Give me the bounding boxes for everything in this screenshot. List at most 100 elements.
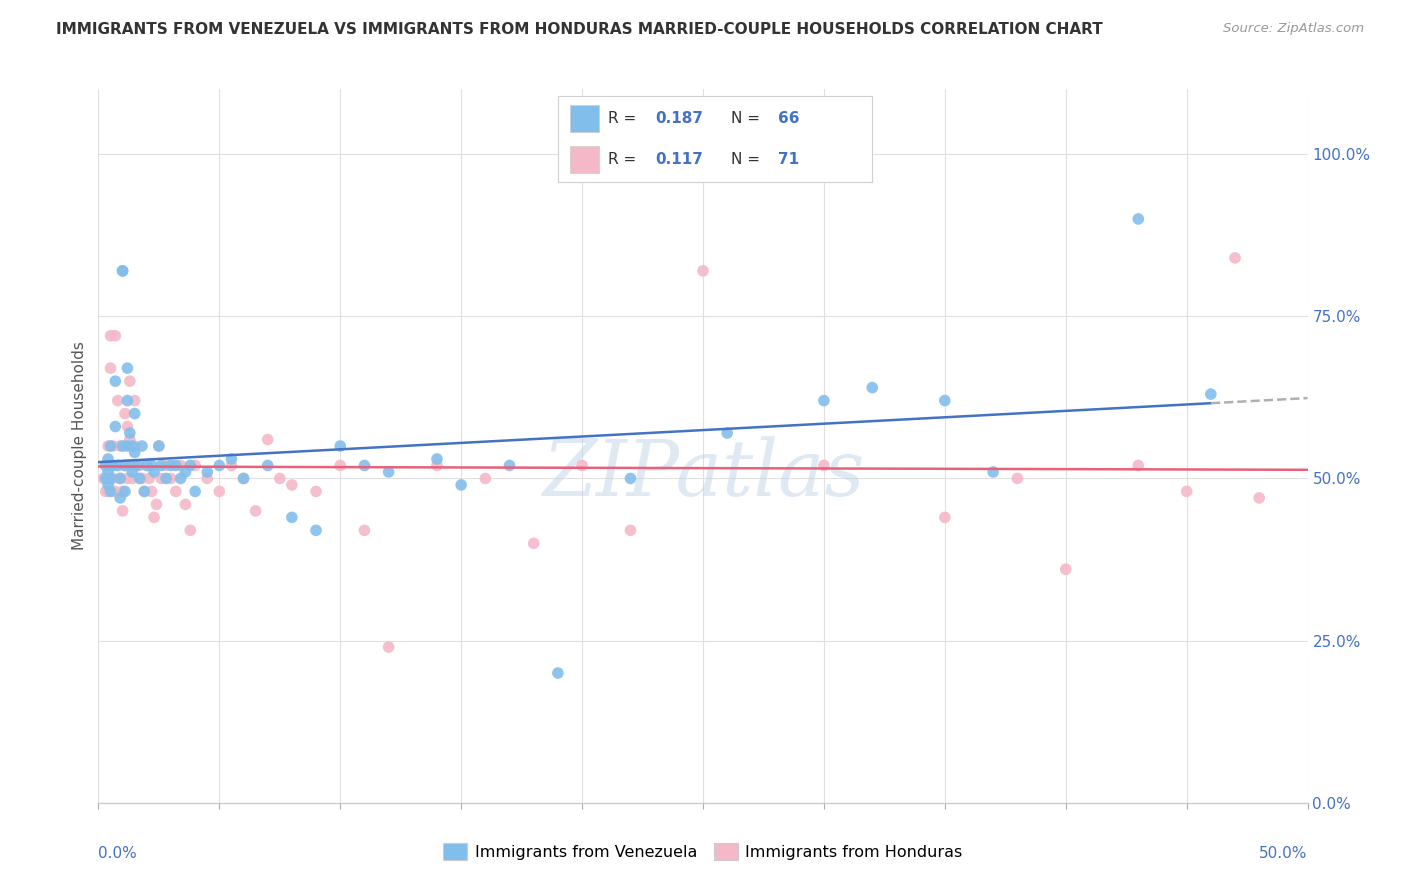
Point — [195, 465, 218, 479]
Point — [111, 484, 134, 499]
Point — [100, 328, 122, 343]
Point — [160, 471, 183, 485]
Point — [117, 439, 139, 453]
Point — [128, 458, 150, 473]
Point — [141, 484, 163, 499]
Point — [94, 484, 117, 499]
Point — [450, 478, 472, 492]
Text: Source: ZipAtlas.com: Source: ZipAtlas.com — [1223, 22, 1364, 36]
Point — [353, 524, 375, 538]
Point — [94, 458, 117, 473]
Point — [426, 458, 449, 473]
Point — [135, 458, 157, 473]
Point — [221, 458, 243, 473]
Point — [221, 452, 243, 467]
Point — [179, 524, 201, 538]
Point — [114, 407, 136, 421]
Point — [104, 419, 127, 434]
Point — [523, 536, 546, 550]
Point — [117, 361, 139, 376]
Point — [1223, 251, 1246, 265]
Point — [100, 484, 122, 499]
Point — [981, 465, 1004, 479]
Point — [104, 484, 127, 499]
Point — [100, 471, 122, 485]
Point — [813, 458, 835, 473]
Point — [131, 439, 153, 453]
Point — [148, 439, 170, 453]
Point — [131, 471, 153, 485]
Point — [150, 471, 173, 485]
Point — [150, 458, 173, 473]
Point — [124, 439, 146, 453]
Point — [813, 393, 835, 408]
Point — [104, 374, 127, 388]
Point — [329, 458, 352, 473]
Point — [934, 393, 956, 408]
Point — [107, 458, 129, 473]
Point — [107, 393, 129, 408]
Point — [619, 524, 641, 538]
Point — [934, 510, 956, 524]
Y-axis label: Married-couple Households: Married-couple Households — [72, 342, 87, 550]
Point — [134, 484, 156, 499]
Point — [107, 458, 129, 473]
Point — [619, 471, 641, 485]
Point — [305, 484, 328, 499]
Text: 0.0%: 0.0% — [98, 846, 138, 861]
Point — [141, 458, 163, 473]
Point — [143, 465, 166, 479]
Point — [118, 374, 141, 388]
Point — [100, 361, 122, 376]
Point — [121, 471, 143, 485]
Point — [165, 484, 187, 499]
Point — [184, 484, 207, 499]
Point — [143, 510, 166, 524]
Point — [377, 465, 399, 479]
Point — [111, 264, 134, 278]
Point — [184, 458, 207, 473]
Point — [245, 504, 267, 518]
Point — [108, 491, 131, 505]
Point — [100, 439, 122, 453]
Point — [124, 407, 146, 421]
Point — [127, 458, 149, 473]
Point — [474, 471, 496, 485]
Point — [127, 458, 149, 473]
Point — [97, 452, 120, 467]
Point — [860, 381, 883, 395]
Point — [208, 484, 231, 499]
Point — [97, 439, 120, 453]
Point — [108, 471, 131, 485]
Point — [547, 666, 569, 681]
Point — [281, 478, 304, 492]
Point — [108, 471, 131, 485]
Point — [692, 264, 714, 278]
Point — [329, 439, 352, 453]
Point — [1128, 458, 1150, 473]
Text: IMMIGRANTS FROM VENEZUELA VS IMMIGRANTS FROM HONDURAS MARRIED-COUPLE HOUSEHOLDS : IMMIGRANTS FROM VENEZUELA VS IMMIGRANTS … — [56, 22, 1102, 37]
Point — [111, 504, 134, 518]
Point — [155, 458, 177, 473]
Point — [1007, 471, 1029, 485]
Point — [108, 439, 131, 453]
Point — [174, 497, 197, 511]
Point — [1249, 491, 1271, 505]
Point — [353, 458, 375, 473]
Point — [169, 471, 191, 485]
Point — [256, 458, 278, 473]
Point — [121, 465, 143, 479]
Point — [91, 471, 114, 485]
Point — [117, 419, 139, 434]
Point — [256, 433, 278, 447]
Point — [232, 471, 254, 485]
Point — [269, 471, 291, 485]
Point — [498, 458, 520, 473]
Point — [426, 452, 449, 467]
Point — [121, 439, 143, 453]
Point — [114, 484, 136, 499]
Point — [117, 471, 139, 485]
Point — [305, 524, 328, 538]
Point — [281, 510, 304, 524]
Legend: Immigrants from Venezuela, Immigrants from Honduras: Immigrants from Venezuela, Immigrants fr… — [437, 837, 969, 866]
